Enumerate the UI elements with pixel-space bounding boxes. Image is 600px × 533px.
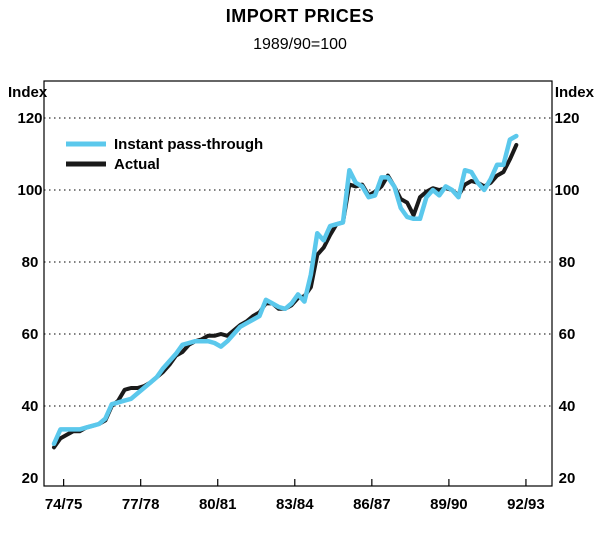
axis-layer: 20 20 40 40 60 60 80 80 100 100 120 120 74/75 77/78 80… [17,110,579,513]
legend: Instant pass-through Actual [66,136,263,173]
y-axis-label-left: Index [8,84,48,101]
y-tick-label-right-20: 20 [559,470,576,487]
x-tick-label-80-81: 80/81 [199,496,237,513]
x-tick-label-77-78: 77/78 [122,496,160,513]
x-tick-label-92-93: 92/93 [507,496,545,513]
y-tick-label-left-60: 60 [22,326,39,343]
x-tick-label-74-75: 74/75 [45,496,83,513]
series-line-instant [51,133,519,447]
y-tick-label-right-80: 80 [559,254,576,271]
plot-frame [43,80,553,487]
y-tick-label-left-40: 40 [22,398,39,415]
plot-background [44,81,552,486]
legend-label-instant: Instant pass-through [114,136,263,153]
y-tick-label-left-100: 100 [17,182,42,199]
y-tick-label-right-40: 40 [559,398,576,415]
y-axis-label-right: Index [555,84,595,101]
y-tick-label-left-20: 20 [22,470,39,487]
y-tick-label-left-80: 80 [22,254,39,271]
y-tick-label-right-100: 100 [554,182,579,199]
chart-subtitle: 1989/90=100 [253,36,347,53]
y-tick-label-right-60: 60 [559,326,576,343]
legend-label-actual: Actual [114,156,160,173]
chart-title: IMPORT PRICES [225,6,375,26]
series-layer [51,133,519,450]
x-tick-label-89-90: 89/90 [430,496,468,513]
x-tick-label-83-84: 83/84 [276,496,314,513]
y-tick-label-right-120: 120 [554,110,579,127]
y-tick-label-left-120: 120 [17,110,42,127]
x-tick-label-86-87: 86/87 [353,496,391,513]
